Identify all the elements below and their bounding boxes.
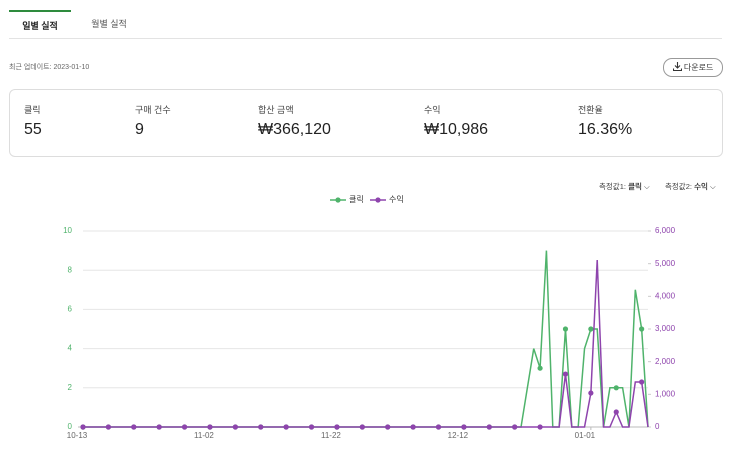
- y2-tick-label: 5,000: [655, 259, 676, 268]
- stat-value: 16.36%: [578, 121, 633, 138]
- data-point: [410, 424, 416, 430]
- y-tick-label: 10: [63, 226, 72, 235]
- legend-label: 클릭: [349, 194, 364, 204]
- stat-label: 클릭: [24, 105, 41, 115]
- y2-tick-label: 2,000: [655, 357, 676, 366]
- selector[interactable]: 측정값1: 클릭 ⌵: [599, 182, 650, 191]
- stat-label: 수익: [424, 105, 441, 115]
- y2-tick-label: 4,000: [655, 291, 676, 300]
- tab[interactable]: 월별 실적: [91, 19, 127, 29]
- data-point: [588, 326, 594, 332]
- y2-tick-label: 1,000: [655, 389, 676, 398]
- data-point: [562, 326, 569, 332]
- data-point: [537, 365, 543, 371]
- download-button[interactable]: 다운로드: [663, 58, 723, 77]
- data-point: [105, 424, 111, 430]
- data-point: [283, 424, 289, 430]
- y2-tick-label: 6,000: [655, 226, 676, 235]
- y-tick-label: 6: [68, 305, 73, 314]
- stats-box: [9, 89, 723, 157]
- data-point: [207, 424, 213, 430]
- data-point: [258, 424, 264, 430]
- download-label: 다운로드: [683, 63, 714, 72]
- y-tick-label: 2: [68, 383, 73, 392]
- data-point: [537, 424, 543, 430]
- data-point: [588, 390, 594, 396]
- stat-label: 구매 건수: [135, 105, 171, 115]
- y-tick-label: 4: [68, 344, 73, 353]
- stat-value: 9: [135, 121, 144, 138]
- data-point: [232, 424, 238, 430]
- data-point: [156, 424, 162, 430]
- data-point: [512, 424, 518, 430]
- update-text: 최근 업데이트: 2023-01-10: [9, 64, 90, 71]
- data-point: [359, 424, 365, 430]
- stat-value: ₩366,120: [258, 121, 331, 138]
- selector-label: 측정값1:: [599, 182, 626, 191]
- y-tick-label: 0: [68, 422, 73, 431]
- selector-label: 측정값2:: [665, 182, 692, 191]
- data-point: [613, 409, 619, 415]
- download-icon: [672, 62, 682, 72]
- divider: [9, 38, 722, 39]
- data-point: [562, 371, 569, 377]
- x-tick-label: 10-13: [67, 431, 88, 440]
- data-point: [613, 385, 619, 391]
- stat-label: 전환율: [578, 105, 603, 115]
- y2-tick-label: 3,000: [655, 324, 676, 333]
- data-point: [334, 424, 340, 430]
- data-point: [131, 424, 137, 430]
- stat-value: ₩10,986: [424, 121, 489, 138]
- data-point: [308, 424, 315, 430]
- x-tick-label: 11-02: [194, 431, 214, 440]
- data-point: [486, 424, 492, 430]
- stat-label: 합산 금액: [258, 105, 294, 115]
- legend-dot: [335, 197, 341, 203]
- x-tick-label: 11-22: [321, 431, 341, 440]
- tab[interactable]: 일별 실적: [9, 10, 71, 40]
- selector[interactable]: 측정값2: 수익 ⌵: [665, 182, 716, 191]
- series-line: [83, 250, 649, 428]
- series-line: [83, 260, 649, 428]
- data-point: [181, 424, 188, 430]
- selector-value: 클릭: [628, 182, 642, 191]
- legend-label: 수익: [389, 194, 404, 204]
- data-point: [461, 424, 467, 430]
- selector-value: 수익: [694, 182, 708, 191]
- data-point: [639, 379, 645, 385]
- legend-dot: [375, 197, 381, 203]
- x-tick-label: 12-12: [448, 431, 469, 440]
- data-point: [385, 424, 391, 430]
- x-tick-label: 01-01: [575, 431, 596, 440]
- stat-value: 55: [24, 121, 42, 138]
- data-point: [435, 424, 442, 430]
- data-point: [80, 424, 86, 430]
- y-tick-label: 8: [68, 265, 73, 274]
- data-point: [639, 326, 645, 332]
- y2-tick-label: 0: [655, 422, 660, 431]
